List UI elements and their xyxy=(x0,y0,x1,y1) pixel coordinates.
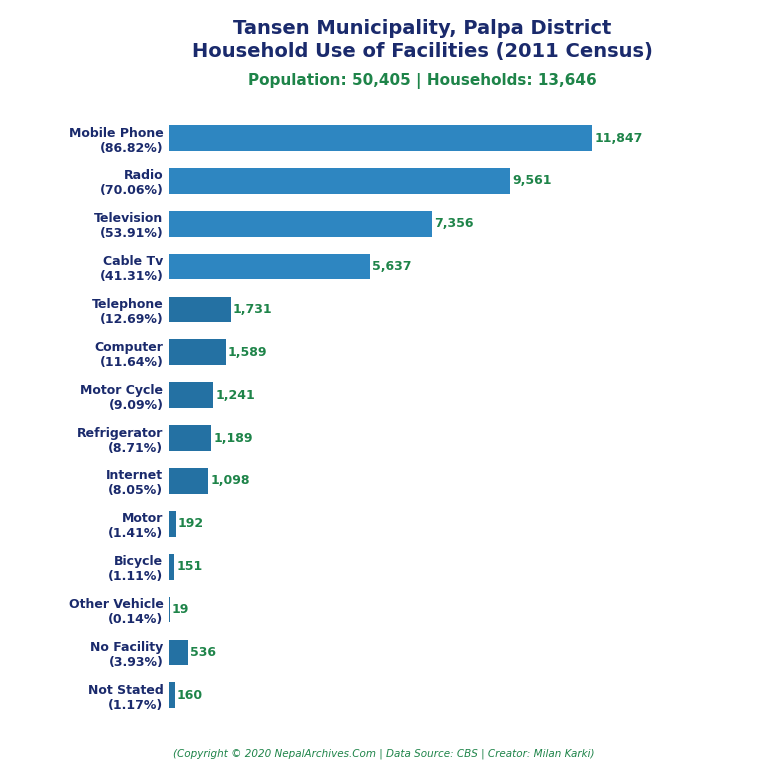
Bar xyxy=(169,468,208,494)
Text: 5,637: 5,637 xyxy=(372,260,412,273)
Text: Tansen Municipality, Palpa District: Tansen Municipality, Palpa District xyxy=(233,19,611,38)
Text: Population: 50,405 | Households: 13,646: Population: 50,405 | Households: 13,646 xyxy=(248,73,597,89)
Bar xyxy=(169,125,592,151)
Bar xyxy=(169,425,211,451)
Text: 1,241: 1,241 xyxy=(215,389,255,402)
Text: 9,561: 9,561 xyxy=(512,174,552,187)
Text: 536: 536 xyxy=(190,646,217,659)
Bar xyxy=(169,296,230,323)
Text: 7,356: 7,356 xyxy=(434,217,473,230)
Bar xyxy=(169,339,226,366)
Bar xyxy=(169,382,214,408)
Bar xyxy=(169,211,432,237)
Text: 1,589: 1,589 xyxy=(228,346,267,359)
Bar xyxy=(169,554,174,580)
Text: 1,098: 1,098 xyxy=(210,475,250,488)
Text: 1,731: 1,731 xyxy=(233,303,273,316)
Bar xyxy=(169,640,188,665)
Bar xyxy=(169,168,511,194)
Bar xyxy=(169,683,174,708)
Text: 192: 192 xyxy=(178,518,204,531)
Text: 151: 151 xyxy=(177,560,203,573)
Text: 11,847: 11,847 xyxy=(594,131,643,144)
Text: (Copyright © 2020 NepalArchives.Com | Data Source: CBS | Creator: Milan Karki): (Copyright © 2020 NepalArchives.Com | Da… xyxy=(174,748,594,759)
Text: 1,189: 1,189 xyxy=(214,432,253,445)
Text: 160: 160 xyxy=(177,689,203,702)
Text: Household Use of Facilities (2011 Census): Household Use of Facilities (2011 Census… xyxy=(192,42,653,61)
Bar xyxy=(169,253,370,280)
Text: 19: 19 xyxy=(172,603,189,616)
Bar xyxy=(169,511,176,537)
